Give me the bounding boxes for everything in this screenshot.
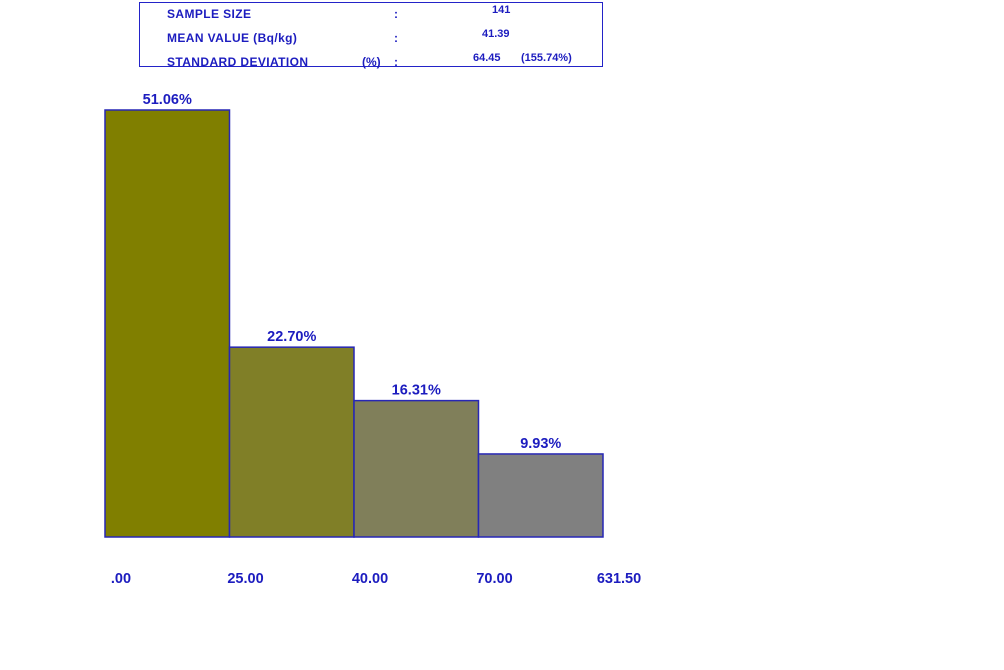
x-tick-label: 40.00 xyxy=(352,571,388,587)
histogram-bar xyxy=(228,346,355,538)
histogram-bar xyxy=(353,399,480,538)
standard-deviation-unit: (%) xyxy=(362,55,381,69)
bar-value-label: 51.06% xyxy=(143,92,192,108)
sample-size-colon: : xyxy=(394,7,398,21)
sample-size-label: SAMPLE SIZE xyxy=(167,7,252,21)
histogram-bar xyxy=(477,453,604,538)
bar-value-label: 9.93% xyxy=(520,436,561,452)
histogram-bar xyxy=(104,109,231,538)
mean-value-colon: : xyxy=(394,31,398,45)
mean-value-value: 41.39 xyxy=(482,28,510,40)
standard-deviation-colon: : xyxy=(394,55,398,69)
mean-value-label: MEAN VALUE (Bq/kg) xyxy=(167,31,298,45)
sample-size-value: 141 xyxy=(492,4,511,16)
bar-value-label: 22.70% xyxy=(267,329,316,345)
standard-deviation-label: STANDARD DEVIATION xyxy=(167,55,309,69)
x-tick-label: 631.50 xyxy=(597,571,641,587)
x-tick-label: 70.00 xyxy=(476,571,512,587)
bar-value-label: 16.31% xyxy=(392,383,441,399)
statistics-box: SAMPLE SIZE : 141 MEAN VALUE (Bq/kg) : 4… xyxy=(139,2,603,69)
x-tick-label: 25.00 xyxy=(227,571,263,587)
standard-deviation-value: 64.45 xyxy=(473,52,501,64)
x-tick-label: .00 xyxy=(111,571,131,587)
standard-deviation-percent: (155.74%) xyxy=(521,52,572,64)
